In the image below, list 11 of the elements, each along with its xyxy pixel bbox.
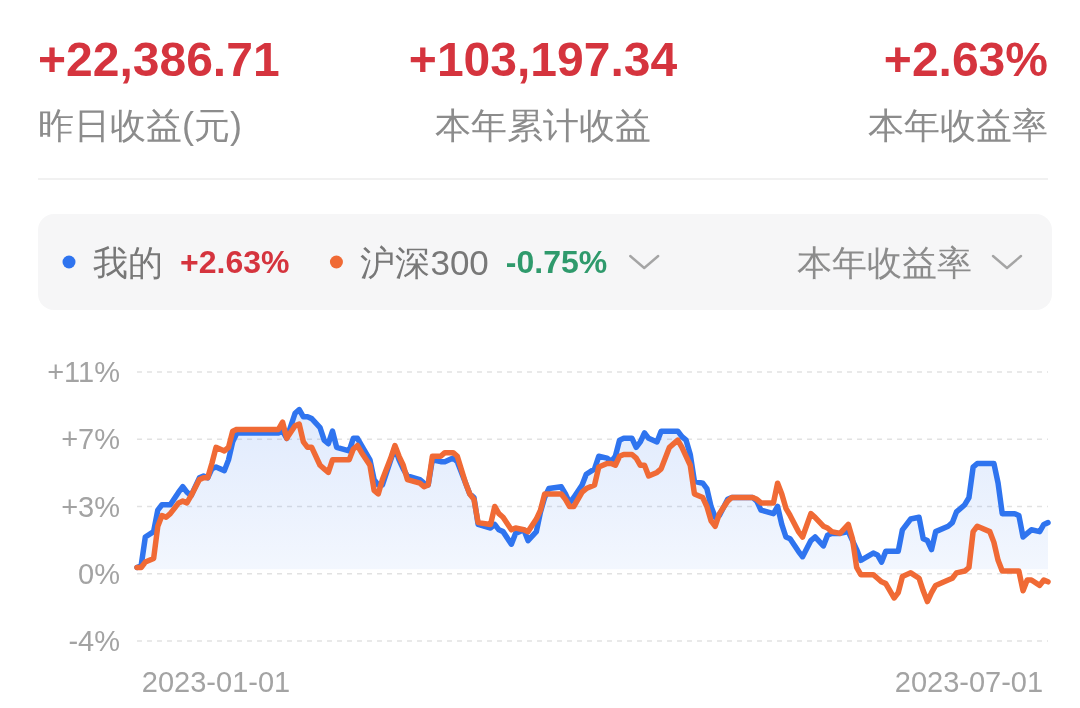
header: +22,386.71 昨日收益(元) +103,197.34 本年累计收益 +2.63% 本年收益率 (37, 33, 1049, 180)
y-tick-label: -4% (68, 625, 120, 657)
legend-label: 我的 (93, 242, 163, 282)
y-tick-label: 0% (78, 557, 120, 590)
legend-label: 沪深300 (360, 242, 489, 282)
legend: 我的 +2.63% 沪深300 -0.75% 本年收益率 (38, 214, 1052, 310)
x-tick-label: 2023-07-01 (894, 666, 1044, 698)
y-tick-label: +11% (47, 356, 120, 388)
x-tick-label: 2023-01-01 (141, 666, 291, 698)
y-tick-label: +7% (61, 423, 120, 456)
y-tick-label: +3% (61, 490, 120, 523)
